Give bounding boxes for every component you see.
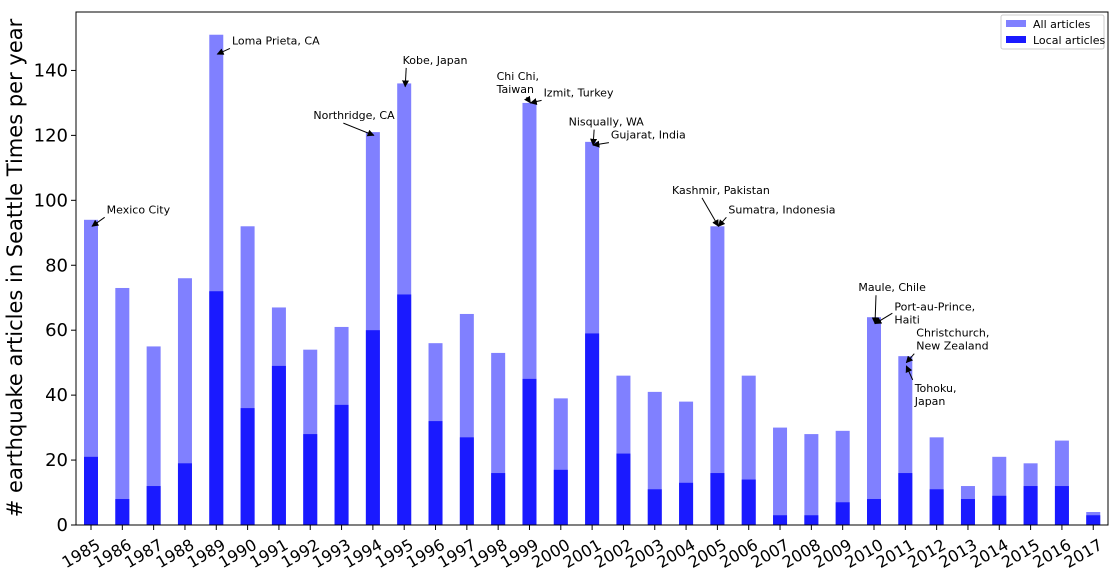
legend-swatch-local xyxy=(1006,36,1026,43)
bar-local-2003 xyxy=(647,489,662,525)
annotation-mexico-city: Mexico City xyxy=(107,203,171,216)
bar-local-1997 xyxy=(459,437,474,525)
annotation-port-au-prince-haiti: Port-au-Prince, Haiti xyxy=(894,301,975,327)
legend-swatch-all xyxy=(1006,20,1026,27)
bar-local-1989 xyxy=(209,291,224,525)
annotation-arrow-kashmir-pakistan xyxy=(701,197,719,227)
y-axis: 0 20 40 60 80 100 120 140 xyxy=(34,60,76,536)
annotation-arrow-christchurch-new-zealand xyxy=(905,353,915,364)
y-tick-label-100: 100 xyxy=(34,190,68,211)
annotation-izmit-turkey: Izmit, Turkey xyxy=(544,86,614,99)
bar-all-1985 xyxy=(84,219,98,526)
bar-local-2004 xyxy=(679,482,694,525)
bar-local-1987 xyxy=(146,486,161,525)
bar-all-2010 xyxy=(867,317,881,525)
bar-local-2012 xyxy=(929,489,944,525)
y-tick-label-0: 0 xyxy=(57,515,68,536)
annotation-northridge-ca: Northridge, CA xyxy=(313,109,395,122)
annotation-arrow-kobe-japan xyxy=(402,67,410,88)
bar-local-1998 xyxy=(491,473,506,525)
y-tick-label-140: 140 xyxy=(34,60,68,81)
bar-local-2006 xyxy=(741,479,756,525)
annotation-arrow-mexico-city xyxy=(91,216,105,227)
bar-local-2005 xyxy=(710,473,725,525)
bar-local-1993 xyxy=(334,404,349,525)
annotation-tohoku-japan: Tohoku, Japan xyxy=(914,382,957,408)
annotation-arrow-sumatra-indonesia xyxy=(717,216,727,227)
legend-label-all: All articles xyxy=(1033,18,1091,31)
bar-local-1990 xyxy=(240,408,255,525)
x-axis: 1985198619871988198919901991199219931994… xyxy=(59,525,1106,571)
legend-box xyxy=(1000,14,1105,50)
annotation-arrow-loma-prieta-ca xyxy=(216,48,231,55)
bar-local-1999 xyxy=(522,378,537,525)
annotation-loma-prieta-ca: Loma Prieta, CA xyxy=(232,34,320,47)
annotations: Mexico City Loma Prieta, CA Northridge, CA… xyxy=(91,34,989,408)
annotation-arrow-port-au-prince-haiti xyxy=(874,312,893,325)
y-tick-label-80: 80 xyxy=(45,255,68,276)
bar-local-1992 xyxy=(303,434,318,525)
legend-label-local: Local articles xyxy=(1033,34,1106,47)
annotation-arrow-northridge-ca xyxy=(343,122,375,137)
bar-all-2008 xyxy=(804,434,819,525)
bar-local-2000 xyxy=(553,469,568,525)
annotation-maule-chile: Maule, Chile xyxy=(858,281,926,294)
bar-local-2008 xyxy=(804,515,819,525)
bar-local-1996 xyxy=(428,421,443,525)
annotation-gujarat-india: Gujarat, India xyxy=(611,129,686,142)
bar-all-2009 xyxy=(835,430,850,525)
bar-local-2011 xyxy=(898,473,913,525)
bar-local-2014 xyxy=(992,495,1007,525)
bar-local-2001 xyxy=(585,333,600,525)
bar-local-1986 xyxy=(115,499,130,525)
bar-local-2016 xyxy=(1054,486,1069,525)
bar-local-1985 xyxy=(84,456,98,525)
bar-all-1986 xyxy=(115,287,130,525)
annotation-arrow-chi-chi-taiwan xyxy=(524,95,531,104)
legend: All articles Local articles xyxy=(1000,14,1106,50)
bar-local-2015 xyxy=(1023,486,1038,525)
annotation-chi-chi-taiwan: Chi Chi, Taiwan xyxy=(496,70,539,96)
bar-local-2002 xyxy=(616,453,631,525)
annotation-sumatra-indonesia: Sumatra, Indonesia xyxy=(728,203,835,216)
y-tick-label-60: 60 xyxy=(45,320,68,341)
bar-all-2005 xyxy=(710,226,725,526)
bar-local-1988 xyxy=(177,463,192,525)
bar-all-2007 xyxy=(773,427,788,525)
bar-local-1994 xyxy=(365,330,380,525)
y-tick-label-20: 20 xyxy=(45,450,68,471)
bar-local-2009 xyxy=(835,502,850,525)
annotation-arrow-izmit-turkey xyxy=(529,98,542,105)
annotation-christchurch-new-zealand: Christchurch, New Zealand xyxy=(916,327,989,353)
bar-all-1987 xyxy=(146,346,161,525)
bars-local-articles xyxy=(84,291,1101,525)
y-tick-label-120: 120 xyxy=(34,125,68,146)
annotation-arrow-tohoku-japan xyxy=(905,365,914,381)
bar-local-2017 xyxy=(1086,515,1101,525)
annotation-nisqually-wa: Nisqually, WA xyxy=(569,116,645,129)
y-tick-label-40: 40 xyxy=(45,385,68,406)
annotation-kobe-japan: Kobe, Japan xyxy=(403,54,468,67)
bar-local-1995 xyxy=(397,294,412,525)
annotation-arrow-gujarat-india xyxy=(592,140,609,148)
bar-local-2013 xyxy=(960,499,975,525)
bar-local-1991 xyxy=(271,365,286,525)
bar-local-2010 xyxy=(867,499,881,525)
annotation-kashmir-pakistan: Kashmir, Pakistan xyxy=(672,184,770,197)
bar-local-2007 xyxy=(773,515,788,525)
y-axis-label: # earthquake articles in Seattle Times p… xyxy=(3,18,27,517)
